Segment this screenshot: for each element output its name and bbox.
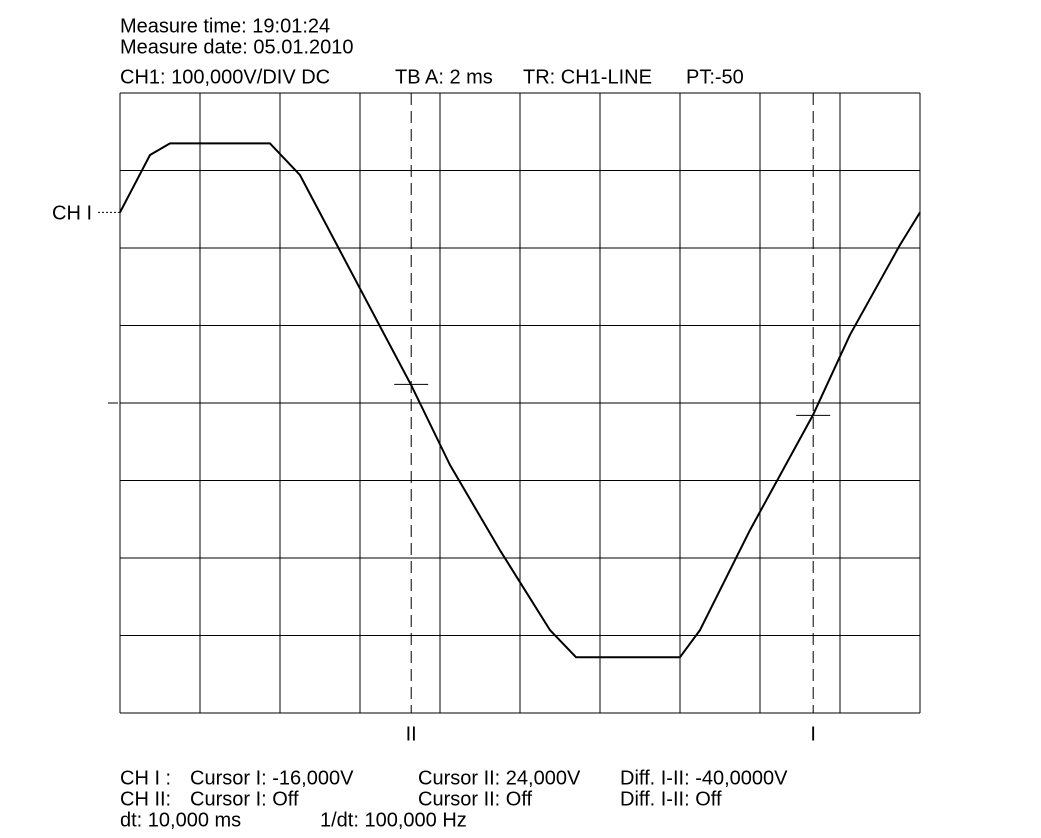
waveform [119, 142, 921, 659]
setting: TB A: 2 ms [395, 66, 493, 88]
setting: TR: CH1-LINE [523, 66, 652, 88]
header-line: Measure date: 05.01.2010 [120, 36, 354, 58]
footer-text: dt: 10,000 ms [120, 809, 241, 831]
footer-text: Diff. I-II: Off [620, 788, 722, 810]
footer-text: 1/dt: 100,000 Hz [320, 809, 467, 831]
footer-text: CH II: [120, 788, 171, 810]
footer-text: Cursor I: Off [190, 788, 299, 810]
footer-text: Cursor I: -16,000V [190, 767, 354, 789]
footer-text: CH I : [120, 767, 171, 789]
setting: CH1: 100,000V/DIV DC [120, 66, 330, 88]
footer-text: Cursor II: Off [418, 788, 533, 810]
channel-label: CH I [52, 203, 92, 225]
header-line: Measure time: 19:01:24 [120, 15, 330, 37]
footer-text: Diff. I-II: -40,0000V [620, 767, 788, 789]
cursor-label: I [810, 723, 816, 745]
setting: PT:-50 [686, 66, 744, 88]
footer-text: Cursor II: 24,000V [418, 767, 581, 789]
cursor-label: II [406, 723, 417, 745]
